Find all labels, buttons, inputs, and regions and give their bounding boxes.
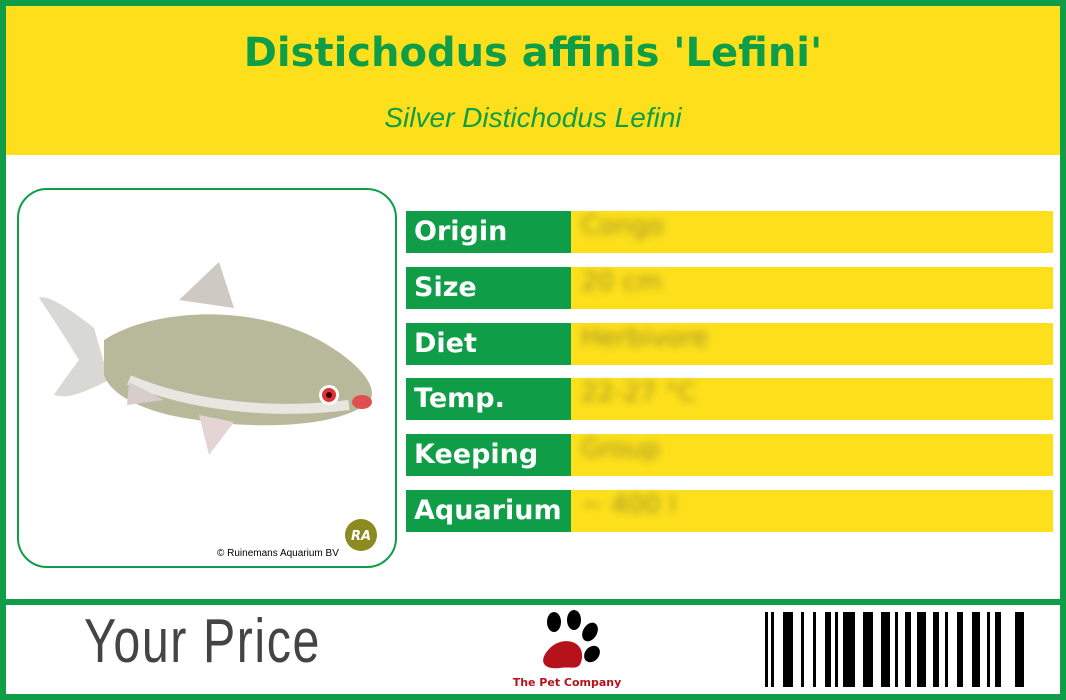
barcode-bar [972,612,980,687]
spec-value: ~ 400 l [581,490,677,520]
barcode-bar [917,612,926,687]
barcode-bar [905,612,911,687]
barcode-bar [957,612,963,687]
brand-name: The Pet Company [512,676,622,689]
barcode-bar [783,612,793,687]
spec-row-keeping: Keeping Group [406,434,1053,477]
barcode-bar [813,612,816,687]
barcode-bar [825,612,831,687]
barcode-bar [933,612,939,687]
species-title: Distichodus affinis 'Lefini' [243,30,823,76]
common-name: Silver Distichodus Lefini [384,102,682,133]
spec-row-temp: Temp. 22-27 °C [406,378,1053,421]
spec-label: Aquarium [406,490,571,532]
photo-credit: © Ruinemans Aquarium BV [217,548,339,559]
spec-row-diet: Diet Herbivore [406,322,1053,365]
barcode-bar [945,612,948,687]
spec-value: Congo [581,211,664,241]
spec-label: Keeping [406,434,571,477]
barcode-bar [987,612,990,687]
barcode [765,612,1024,687]
barcode-bar [1015,612,1024,687]
barcode-bar [771,612,774,687]
fish-photo: RA © Ruinemans Aquarium BV [17,188,397,568]
ruinemans-logo-icon: RA [345,519,377,551]
svg-text:RA: RA [351,529,371,544]
spec-value: 20 cm [581,266,662,297]
spec-value: Group [581,434,661,465]
spec-row-aquarium: Aquarium ~ 400 l [406,490,1053,532]
spec-value: 22-27 °C [581,378,696,409]
barcode-bar [765,612,768,687]
spec-row-origin: Origin Congo [406,211,1053,253]
paw-icon [543,610,600,669]
spec-label: Origin [406,211,571,253]
barcode-bar [835,612,838,687]
barcode-bar [895,612,898,687]
brand-logo: The Pet Company [512,608,622,692]
header: Distichodus affinis 'Lefini' Silver Dist… [6,6,1060,155]
spec-label: Diet [406,322,571,365]
spec-label: Size [406,266,571,309]
barcode-bar [995,612,1001,687]
spec-label: Temp. [406,378,571,421]
price-label: Your Price [84,607,321,676]
spec-value: Herbivore [581,322,709,353]
barcode-bar [801,612,804,687]
footer-divider [6,599,1060,605]
spec-row-size: Size 20 cm [406,266,1053,309]
fish-image [39,262,372,455]
barcode-bar [863,612,873,687]
barcode-bar [843,612,855,687]
barcode-bar [881,612,890,687]
